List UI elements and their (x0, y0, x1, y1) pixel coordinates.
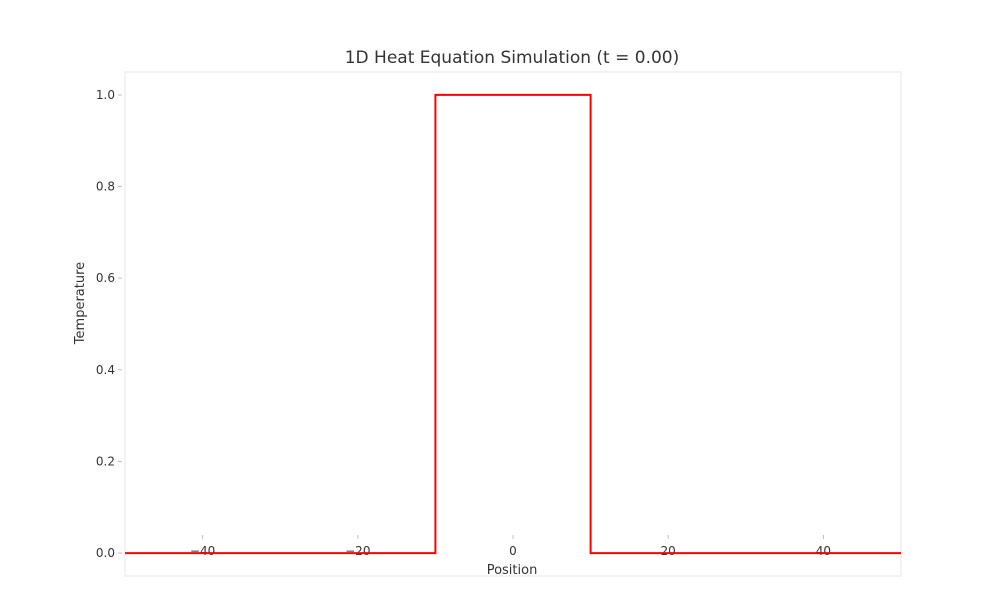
y-tick-label: 0.6 (96, 271, 115, 285)
y-axis: 0.0 0.2 0.4 0.6 0.8 1.0 (96, 88, 122, 560)
x-tick-label: −40 (190, 544, 215, 558)
plot-area (124, 71, 902, 577)
x-tick-label: 40 (816, 544, 831, 558)
y-axis-label: Temperature (73, 262, 88, 345)
y-tick-label: 1.0 (96, 88, 115, 102)
series-layer (125, 93, 901, 555)
y-tick-label: 0.0 (96, 546, 115, 560)
x-tick-label: −20 (345, 544, 370, 558)
x-axis-label: Position (487, 563, 538, 578)
x-tick-label: 20 (661, 544, 676, 558)
y-tick-label: 0.2 (96, 454, 115, 468)
y-tick-label: 0.8 (96, 180, 115, 194)
x-axis: −40 −20 0 20 40 (190, 535, 831, 558)
chart-title: 1D Heat Equation Simulation (t = 0.00) (345, 48, 680, 68)
x-tick-label: 0 (509, 544, 517, 558)
y-tick-label: 0.4 (96, 363, 115, 377)
temperature-series-line (125, 93, 901, 555)
